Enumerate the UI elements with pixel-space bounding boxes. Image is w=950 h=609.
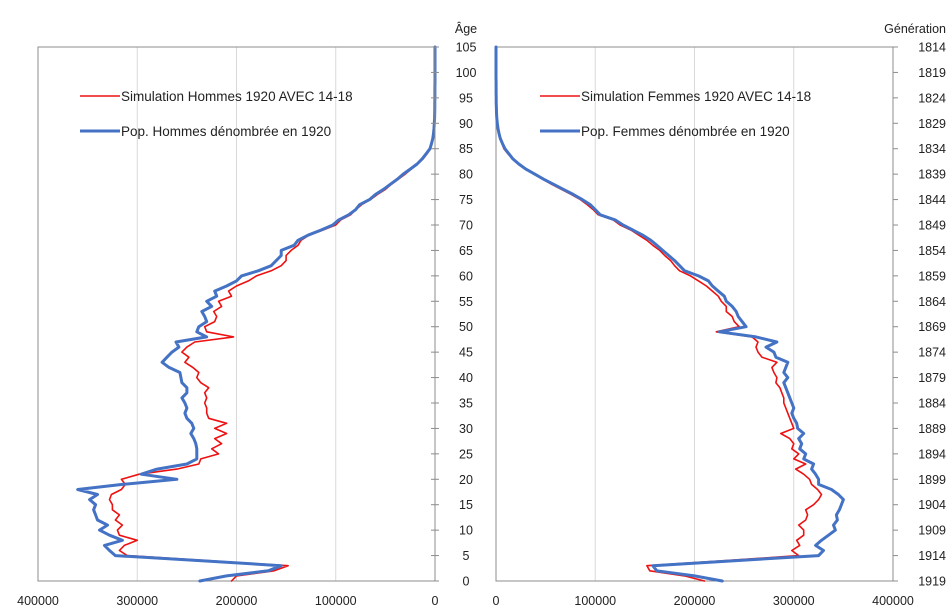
age-tick-label: 25 xyxy=(459,447,473,461)
femmes-legend-label: Simulation Femmes 1920 AVEC 14-18 xyxy=(581,89,811,104)
age-tick-label: 60 xyxy=(459,269,473,283)
hommes-series-population-line xyxy=(76,45,437,583)
femmes-x-tick-label: 300000 xyxy=(773,594,815,608)
age-tick-label: 85 xyxy=(459,142,473,156)
generation-tick-label: 1914 xyxy=(918,549,946,563)
generation-tick-label: 1909 xyxy=(918,524,946,538)
femmes-x-tick-label: 200000 xyxy=(674,594,716,608)
age-tick-label: 75 xyxy=(459,193,473,207)
age-tick-label: 100 xyxy=(456,66,477,80)
age-tick-label: 55 xyxy=(459,295,473,309)
age-axis-title: Âge xyxy=(455,21,477,36)
generation-tick-label: 1864 xyxy=(918,295,946,309)
age-tick-label: 45 xyxy=(459,346,473,360)
generation-tick-label: 1829 xyxy=(918,117,946,131)
generation-axis: 1919 1914 1909 1904 1899 1894 1889 1884 1879 1874… xyxy=(884,22,946,589)
hommes-x-tick-label: 400000 xyxy=(17,594,59,608)
femmes-series-population-line xyxy=(494,45,845,583)
hommes-legend-label: Simulation Hommes 1920 AVEC 14-18 xyxy=(121,89,353,104)
age-tick-label: 70 xyxy=(459,219,473,233)
age-tick-label: 90 xyxy=(459,117,473,131)
age-tick-label: 95 xyxy=(459,91,473,105)
age-tick-label: 80 xyxy=(459,168,473,182)
age-tick-label: 0 xyxy=(463,575,470,589)
generation-tick-label: 1814 xyxy=(918,41,946,55)
generation-tick-label: 1834 xyxy=(918,142,946,156)
femmes-x-tick-label: 0 xyxy=(493,594,500,608)
hommes-x-tick-label: 100000 xyxy=(315,594,357,608)
age-tick-label: 30 xyxy=(459,422,473,436)
generation-axis-title: Génération xyxy=(884,22,946,36)
generation-tick-label: 1819 xyxy=(918,66,946,80)
generation-tick-label: 1889 xyxy=(918,422,946,436)
generation-tick-label: 1884 xyxy=(918,397,946,411)
generation-tick-label: 1894 xyxy=(918,447,946,461)
generation-tick-label: 1874 xyxy=(918,346,946,360)
age-axis: 0 5 10 15 20 25 30 35 40 45 50 55 60 65 70 75 80 85 90 95 10… xyxy=(431,21,477,589)
age-tick-label: 35 xyxy=(459,397,473,411)
generation-tick-label: 1849 xyxy=(918,219,946,233)
generation-tick-label: 1824 xyxy=(918,91,946,105)
age-tick-label: 20 xyxy=(459,473,473,487)
generation-tick-label: 1899 xyxy=(918,473,946,487)
femmes-legend-label: Pop. Femmes dénombrée en 1920 xyxy=(581,124,790,139)
age-tick-label: 5 xyxy=(463,549,470,563)
hommes-x-tick-label: 200000 xyxy=(216,594,258,608)
generation-tick-label: 1839 xyxy=(918,168,946,182)
generation-tick-label: 1844 xyxy=(918,193,946,207)
hommes-x-tick-label: 300000 xyxy=(116,594,158,608)
hommes-legend-label: Pop. Hommes dénombrée en 1920 xyxy=(121,124,331,139)
generation-tick-label: 1879 xyxy=(918,371,946,385)
femmes-x-tick-label: 100000 xyxy=(574,594,616,608)
femmes-panel: 0 100000 200000 300000 400000 Simulation Femm… xyxy=(493,45,914,608)
generation-tick-label: 1854 xyxy=(918,244,946,258)
femmes-x-tick-label: 400000 xyxy=(872,594,914,608)
age-tick-label: 10 xyxy=(459,524,473,538)
age-tick-label: 40 xyxy=(459,371,473,385)
age-tick-label: 65 xyxy=(459,244,473,258)
generation-tick-label: 1859 xyxy=(918,269,946,283)
hommes-panel: 400000 300000 200000 100000 0 Simulation Homm… xyxy=(17,45,439,608)
age-tick-label: 15 xyxy=(459,498,473,512)
hommes-x-tick-label: 0 xyxy=(432,594,439,608)
generation-tick-label: 1919 xyxy=(918,575,946,589)
generation-tick-label: 1904 xyxy=(918,498,946,512)
age-tick-label: 50 xyxy=(459,320,473,334)
generation-tick-label: 1869 xyxy=(918,320,946,334)
age-tick-label: 105 xyxy=(456,41,477,55)
